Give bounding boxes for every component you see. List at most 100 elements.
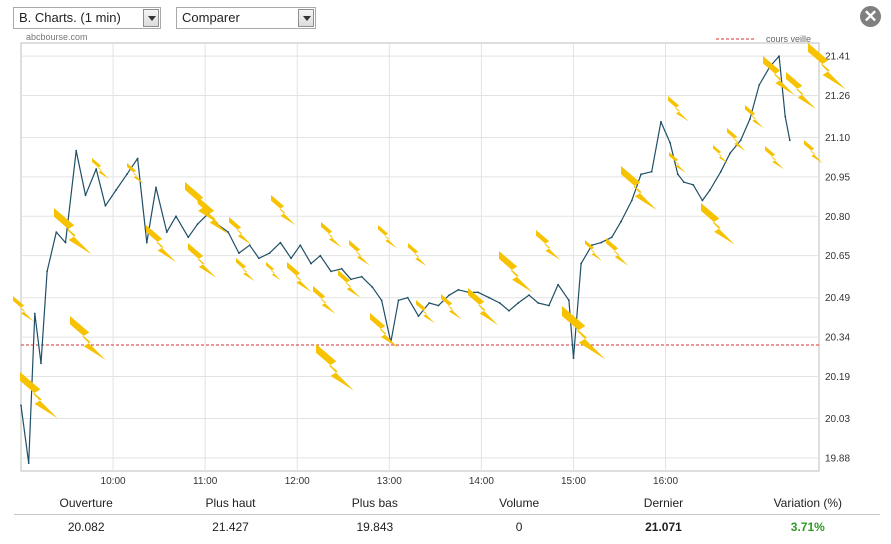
price-point	[55, 231, 58, 234]
price-point	[428, 302, 431, 304]
price-point	[33, 312, 36, 315]
stat-header-variation: Variation (%)	[773, 496, 843, 510]
y-tick-label: 20.49	[825, 293, 850, 304]
lightning-icon	[20, 372, 58, 419]
price-series	[20, 55, 791, 464]
close-button[interactable]: ✕	[860, 6, 881, 27]
lightning-icon	[536, 230, 561, 261]
lightning-icon	[92, 158, 109, 179]
x-tick-label: 10:00	[101, 476, 126, 487]
legend: cours veille	[716, 34, 811, 44]
brand-label: abcbourse.com	[26, 32, 88, 42]
chevron-down-icon[interactable]	[143, 9, 159, 27]
lightning-icon	[271, 195, 296, 226]
x-tick-label: 14:00	[469, 476, 494, 487]
price-point	[600, 241, 602, 244]
compare-select-value: Comparer	[182, 10, 240, 25]
price-point	[20, 404, 22, 407]
price-point	[709, 189, 711, 191]
stat-value-open: 20.082	[67, 520, 105, 534]
price-point	[517, 302, 520, 304]
price-point	[268, 252, 271, 255]
price-point	[610, 236, 613, 239]
price-point	[528, 294, 530, 296]
price-point	[580, 262, 582, 265]
price-point	[568, 299, 570, 302]
lightning-icon	[416, 300, 435, 324]
lightning-icon	[585, 240, 602, 261]
price-point	[660, 120, 662, 123]
lightning-icon	[669, 152, 686, 173]
x-tick-label: 16:00	[653, 476, 678, 487]
price-point	[371, 286, 374, 289]
price-point	[145, 241, 148, 244]
price-point	[620, 220, 622, 223]
x-axis: 10:00 11:00 12:00 13:00 14:00 15:00 16:00	[101, 476, 679, 487]
price-point	[406, 296, 409, 299]
price-line	[20, 55, 791, 464]
lightning-icon	[198, 197, 229, 235]
y-tick-label: 21.41	[825, 52, 850, 63]
lightning-icon	[370, 313, 399, 348]
lightning-icon	[378, 225, 397, 249]
lightning-icon	[229, 217, 252, 245]
price-point	[350, 278, 352, 281]
y-tick-label: 20.34	[825, 333, 850, 344]
chart-type-select[interactable]: B. Charts. (1 min)	[13, 7, 161, 29]
y-tick-label: 20.03	[825, 414, 850, 425]
lightning-icon	[13, 296, 34, 322]
lightning-icon	[54, 208, 92, 255]
price-point	[165, 231, 168, 234]
price-point	[258, 257, 260, 260]
x-tick-label: 12:00	[285, 476, 310, 487]
price-point	[46, 270, 48, 273]
lightning-icon	[468, 288, 499, 326]
price-point	[749, 118, 751, 120]
lightning-icon	[804, 140, 823, 164]
stat-header-open: Ouverture	[59, 496, 113, 510]
lightning-icon	[441, 294, 462, 320]
price-point	[84, 194, 87, 197]
lightning-icon	[321, 222, 342, 248]
price-point	[788, 139, 791, 142]
y-tick-label: 20.65	[825, 251, 850, 262]
price-point	[155, 186, 157, 189]
lightning-icon	[127, 163, 144, 184]
lightning-icon	[185, 182, 219, 224]
price-point	[778, 55, 780, 57]
x-tick-label: 11:00	[193, 476, 218, 487]
price-point	[683, 181, 685, 184]
price-point	[676, 173, 679, 176]
stat-header-last: Dernier	[643, 496, 684, 510]
lightning-icon	[287, 262, 312, 293]
y-tick-label: 20.19	[825, 372, 850, 383]
stats-table: Ouverture Plus haut Plus bas Volume Dern…	[14, 492, 880, 539]
price-point	[437, 304, 440, 307]
price-point	[640, 173, 642, 176]
y-tick-label: 20.95	[825, 172, 850, 183]
price-point	[299, 244, 302, 247]
stat-value-variation: 3.71%	[790, 520, 825, 534]
price-point	[508, 309, 510, 312]
price-point	[380, 299, 383, 302]
lightning-icon	[70, 316, 106, 361]
price-point	[719, 170, 722, 173]
compare-select[interactable]: Comparer	[176, 7, 316, 29]
stat-value-volume: 0	[515, 520, 523, 534]
lightning-icon	[562, 306, 606, 360]
price-point	[784, 115, 787, 118]
lightning-icon	[786, 72, 817, 110]
lightning-icon	[146, 225, 177, 263]
price-point	[115, 189, 117, 191]
price-point	[488, 296, 490, 299]
price-point	[669, 141, 671, 144]
x-tick-label: 13:00	[377, 476, 402, 487]
stat-value-low: 19.843	[356, 520, 394, 534]
legend-label: cours veille	[766, 34, 811, 44]
chevron-down-icon[interactable]	[298, 9, 314, 27]
close-icon: ✕	[863, 7, 878, 26]
lightning-decorations	[13, 43, 846, 419]
price-point	[319, 254, 322, 257]
price-point	[227, 231, 230, 234]
price-point	[248, 244, 251, 247]
